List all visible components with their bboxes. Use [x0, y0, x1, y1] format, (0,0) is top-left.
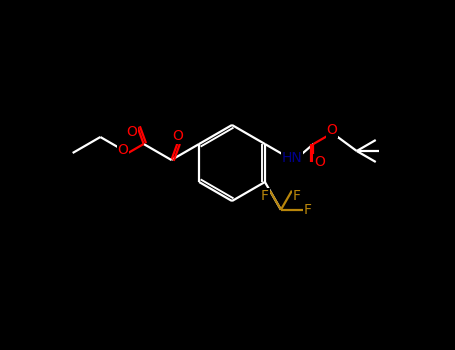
Text: F: F	[261, 189, 269, 203]
Text: HN: HN	[282, 151, 303, 165]
Text: O: O	[314, 155, 325, 169]
Text: O: O	[126, 125, 137, 139]
Text: O: O	[172, 129, 183, 143]
Text: F: F	[293, 189, 301, 203]
Text: O: O	[118, 143, 128, 157]
Text: F: F	[304, 203, 312, 217]
Text: O: O	[327, 123, 338, 137]
